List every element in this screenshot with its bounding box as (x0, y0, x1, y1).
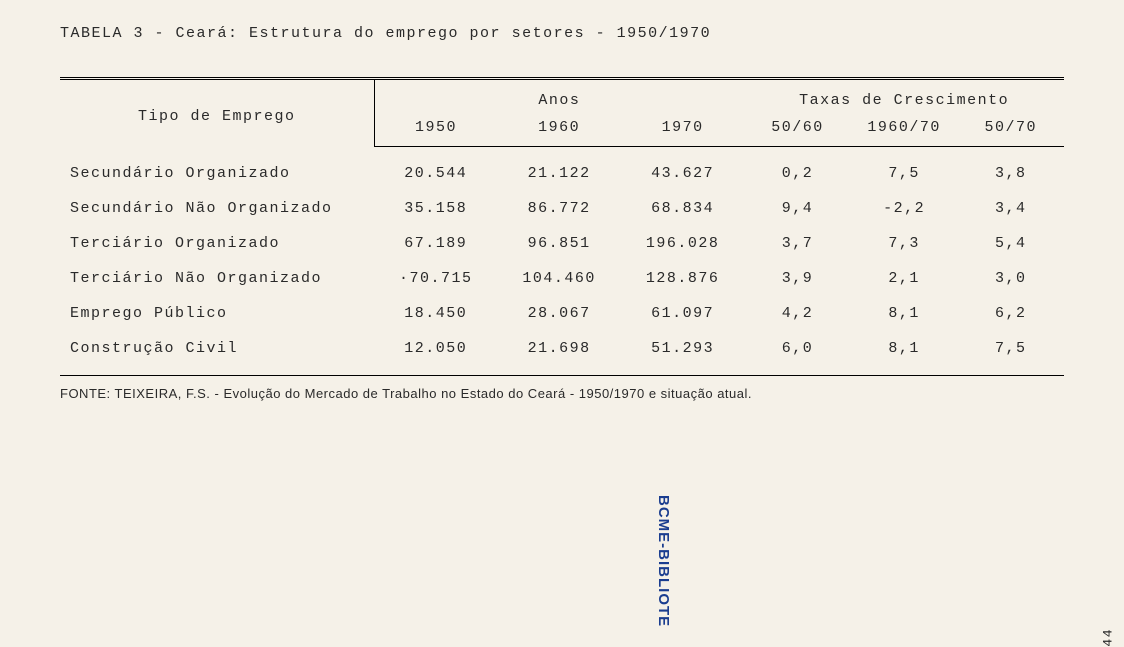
row-label: Emprego Público (60, 296, 374, 331)
header-5070: 50/70 (957, 115, 1064, 147)
row-label: Secundário Não Organizado (60, 191, 374, 226)
table-row: Secundário Não Organizado 35.158 86.772 … (60, 191, 1064, 226)
table-row: Secundário Organizado 20.544 21.122 43.6… (60, 147, 1064, 192)
cell: 28.067 (497, 296, 620, 331)
cell: 7,3 (851, 226, 958, 261)
table-row: Terciário Organizado 67.189 96.851 196.0… (60, 226, 1064, 261)
cell: 12.050 (374, 331, 497, 375)
cell: 7,5 (851, 147, 958, 192)
header-anos: Anos (374, 80, 744, 115)
cell: ·70.715 (374, 261, 497, 296)
table-title: TABELA 3 - Ceará: Estrutura do emprego p… (60, 25, 1064, 42)
cell: 51.293 (621, 331, 744, 375)
cell: 2,1 (851, 261, 958, 296)
cell: 128.876 (621, 261, 744, 296)
row-label: Terciário Não Organizado (60, 261, 374, 296)
cell: 196.028 (621, 226, 744, 261)
header-1970: 1970 (621, 115, 744, 147)
table-row: Terciário Não Organizado ·70.715 104.460… (60, 261, 1064, 296)
table-body: Secundário Organizado 20.544 21.122 43.6… (60, 147, 1064, 376)
data-table: Tipo de Emprego Anos Taxas de Cresciment… (60, 80, 1064, 375)
cell: 3,4 (957, 191, 1064, 226)
source-citation: FONTE: TEIXEIRA, F.S. - Evolução do Merc… (60, 386, 1064, 401)
cell: 21.698 (497, 331, 620, 375)
cell: 61.097 (621, 296, 744, 331)
cell: 67.189 (374, 226, 497, 261)
header-1960: 1960 (497, 115, 620, 147)
header-5060: 50/60 (744, 115, 851, 147)
cell: 6,0 (744, 331, 851, 375)
cell: 3,7 (744, 226, 851, 261)
cell: 6,2 (957, 296, 1064, 331)
cell: 5,4 (957, 226, 1064, 261)
cell: 8,1 (851, 331, 958, 375)
header-6070: 1960/70 (851, 115, 958, 147)
cell: 96.851 (497, 226, 620, 261)
header-taxas: Taxas de Crescimento (744, 80, 1064, 115)
cell: 7,5 (957, 331, 1064, 375)
cell: 3,9 (744, 261, 851, 296)
table-row: Construção Civil 12.050 21.698 51.293 6,… (60, 331, 1064, 375)
cell: -2,2 (851, 191, 958, 226)
cell: 8,1 (851, 296, 958, 331)
header-1950: 1950 (374, 115, 497, 147)
cell: 86.772 (497, 191, 620, 226)
cell: 20.544 (374, 147, 497, 192)
data-table-wrapper: Tipo de Emprego Anos Taxas de Cresciment… (60, 77, 1064, 376)
cell: 4,2 (744, 296, 851, 331)
cell: 18.450 (374, 296, 497, 331)
page-number: 44 (1101, 628, 1116, 647)
cell: 104.460 (497, 261, 620, 296)
row-label: Construção Civil (60, 331, 374, 375)
cell: 43.627 (621, 147, 744, 192)
cell: 3,8 (957, 147, 1064, 192)
header-tipo: Tipo de Emprego (60, 80, 374, 147)
cell: 9,4 (744, 191, 851, 226)
library-stamp: BCME-BIBLIOTE (655, 495, 672, 627)
row-label: Terciário Organizado (60, 226, 374, 261)
cell: 21.122 (497, 147, 620, 192)
cell: 0,2 (744, 147, 851, 192)
cell: 35.158 (374, 191, 497, 226)
cell: 3,0 (957, 261, 1064, 296)
cell: 68.834 (621, 191, 744, 226)
table-row: Emprego Público 18.450 28.067 61.097 4,2… (60, 296, 1064, 331)
row-label: Secundário Organizado (60, 147, 374, 192)
